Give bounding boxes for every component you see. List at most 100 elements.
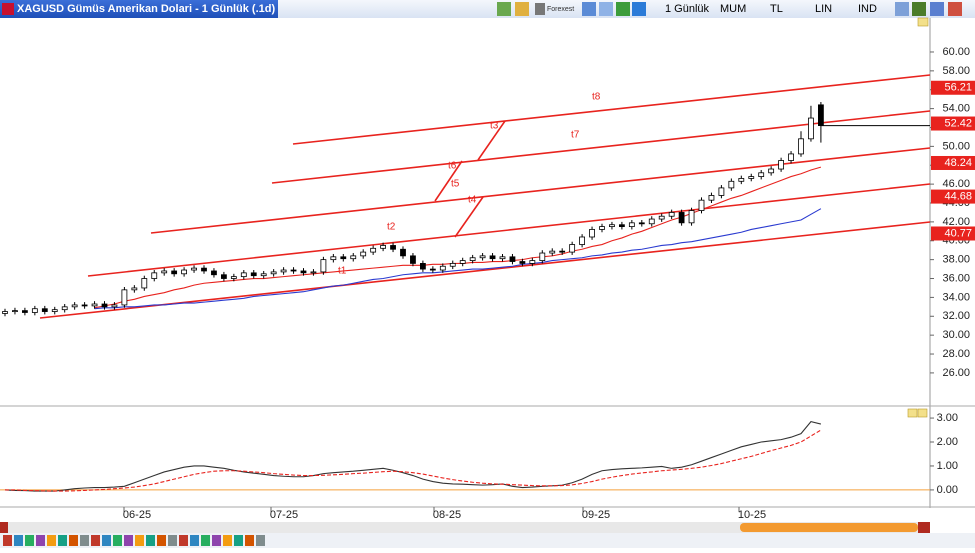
candle-body [429,268,436,271]
candle-body [111,304,118,308]
tool-icon[interactable] [912,2,926,16]
channel-label: t7 [571,130,580,141]
candle-body [280,269,287,273]
channel-link [454,196,484,238]
scroll-thumb[interactable] [740,523,918,532]
candle-body [559,250,566,253]
bottom-icon[interactable] [168,535,177,546]
scrollbar[interactable] [0,522,930,533]
candle-body [688,210,695,224]
candle-body [479,255,486,259]
candle-body [181,269,188,275]
panel-icon[interactable] [917,408,928,418]
x-tick-label: 08-25 [433,509,461,521]
tool-icon[interactable] [582,2,596,16]
tool-icon[interactable] [515,2,529,16]
toolbar-button[interactable]: LIN [815,3,832,15]
window-title: XAGUSD Gümüs Amerikan Dolari - 1 Günlük … [17,3,275,15]
title-bar [0,0,278,18]
candle-body [778,160,784,170]
candle-body [748,176,755,179]
candle-body [708,195,715,201]
candle-body [469,257,476,261]
toolbar-button[interactable]: IND [858,3,877,15]
bottom-toolbar [0,533,975,548]
channel-link [477,120,506,161]
scroll-button[interactable] [0,522,8,533]
bottom-icon[interactable] [201,535,210,546]
tool-icon[interactable] [948,2,962,16]
candle-body [798,138,804,155]
toolbar-button[interactable]: MUM [720,3,746,15]
bottom-icon[interactable] [245,535,254,546]
tool-icon[interactable] [535,3,545,15]
bottom-icon[interactable] [3,535,12,546]
oscillator-line [5,429,822,492]
candle-body [768,168,775,174]
toolbar-button[interactable]: TL [770,3,783,15]
bottom-icon[interactable] [146,535,155,546]
bottom-icon[interactable] [179,535,188,546]
price-level-box [931,80,975,95]
candle-body [549,250,556,254]
panel-icon[interactable] [907,408,918,418]
candle-body [51,309,58,312]
tool-icon[interactable] [616,2,630,16]
y-tick-label: 0.00 [937,484,958,496]
candle-body [310,271,317,274]
price-level-box [931,155,975,170]
bottom-icon[interactable] [113,535,122,546]
tool-icon[interactable] [930,2,944,16]
bottom-icon[interactable] [135,535,144,546]
bottom-icon[interactable] [91,535,100,546]
candle-body [101,303,108,308]
y-tick-label: 2.00 [937,436,958,448]
tool-icon[interactable] [632,2,646,16]
candle-body [211,270,217,276]
bottom-icon[interactable] [14,535,23,546]
bottom-icon[interactable] [234,535,243,546]
bottom-icon[interactable] [69,535,78,546]
bottom-icon[interactable] [190,535,199,546]
y-tick-label: 34.00 [942,291,970,303]
candle-body [250,272,257,277]
candle-body [818,104,824,127]
channel-label: t1 [338,266,347,277]
bottom-icon[interactable] [47,535,56,546]
candle-body [141,278,148,289]
candle-body [380,245,387,249]
bottom-icon[interactable] [80,535,89,546]
tool-icon[interactable] [599,2,613,16]
bottom-icon[interactable] [25,535,34,546]
tool-icon[interactable] [895,2,909,16]
candle-body [330,256,337,261]
candle-body [360,251,367,257]
y-tick-label: 36.00 [942,272,970,284]
period-label[interactable]: 1 Günlük [665,3,710,15]
bottom-icon[interactable] [58,535,67,546]
bottom-icon[interactable] [223,535,232,546]
scroll-button[interactable] [918,522,930,533]
oscillator-line [4,421,822,492]
candle-body [410,255,416,264]
bottom-icon[interactable] [124,535,133,546]
candle-body [678,212,685,224]
tool-icon[interactable] [497,2,511,16]
price-level-label: 44.68 [944,190,972,202]
bottom-icon[interactable] [157,535,166,546]
y-tick-label: 60.00 [942,46,970,58]
bottom-icon[interactable] [256,535,265,546]
candle-body [609,224,615,228]
bottom-icon[interactable] [212,535,221,546]
y-tick-label: 58.00 [942,65,970,77]
y-tick-label: 1.00 [937,460,958,472]
bottom-icon[interactable] [102,535,111,546]
forex-label[interactable]: Forexest [547,6,574,13]
bottom-icon[interactable] [36,535,45,546]
candle-body [81,304,88,307]
candle-body [390,245,396,250]
candle-body [788,153,794,161]
channel-label: t3 [490,121,499,132]
candle-body [489,255,496,260]
panel-icon[interactable] [917,17,929,27]
